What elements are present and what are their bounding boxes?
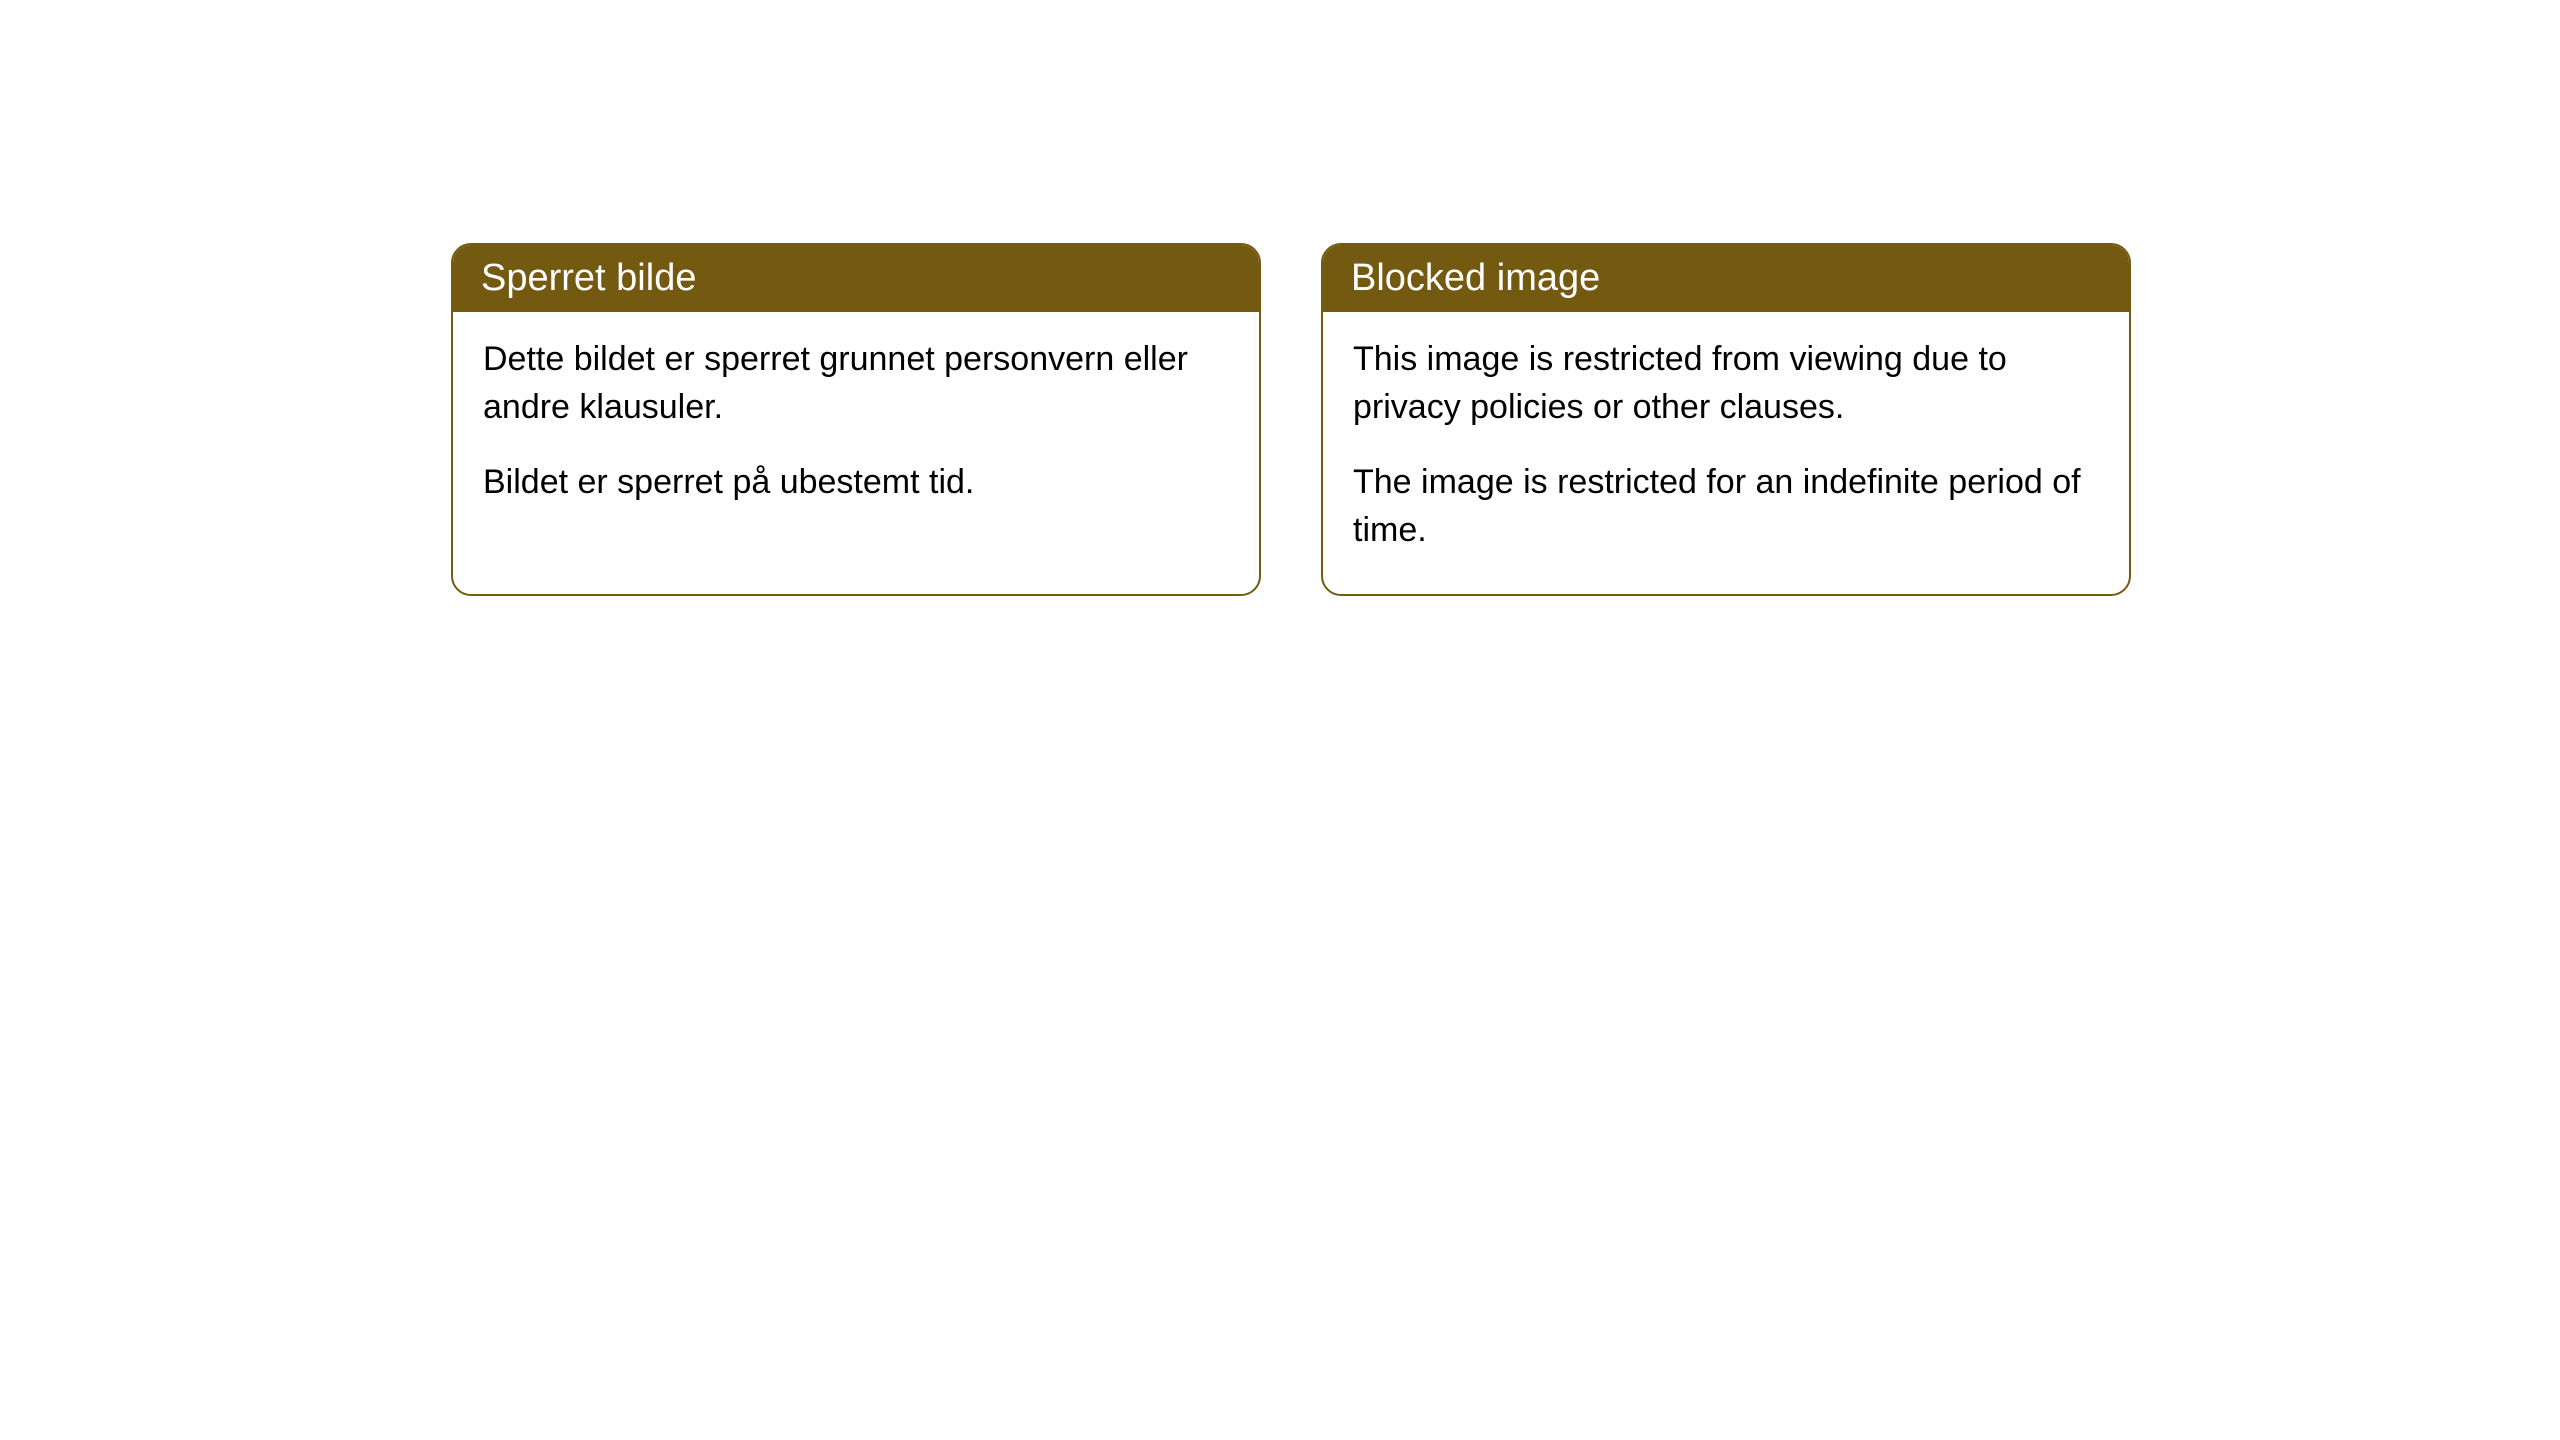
card-paragraph: Bildet er sperret på ubestemt tid. <box>483 459 1229 507</box>
card-title: Sperret bilde <box>481 257 696 299</box>
card-header: Sperret bilde <box>453 245 1259 312</box>
card-body: This image is restricted from viewing du… <box>1323 312 2129 594</box>
card-paragraph: The image is restricted for an indefinit… <box>1353 459 2099 554</box>
card-paragraph: Dette bildet er sperret grunnet personve… <box>483 336 1229 431</box>
notice-cards-container: Sperret bilde Dette bildet er sperret gr… <box>451 243 2131 596</box>
blocked-image-card-english: Blocked image This image is restricted f… <box>1321 243 2131 596</box>
card-header: Blocked image <box>1323 245 2129 312</box>
blocked-image-card-norwegian: Sperret bilde Dette bildet er sperret gr… <box>451 243 1261 596</box>
card-body: Dette bildet er sperret grunnet personve… <box>453 312 1259 547</box>
card-title: Blocked image <box>1351 257 1600 299</box>
card-paragraph: This image is restricted from viewing du… <box>1353 336 2099 431</box>
